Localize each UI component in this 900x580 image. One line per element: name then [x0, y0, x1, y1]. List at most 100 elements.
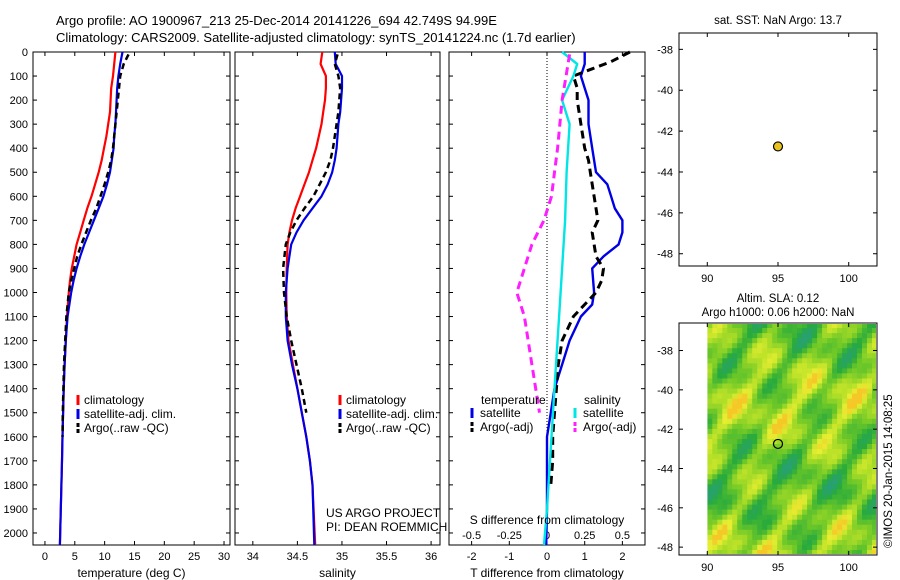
- sla-cell: [782, 398, 788, 405]
- sla-cell: [837, 534, 843, 541]
- sla-field: [707, 324, 876, 554]
- sla-cell: [742, 348, 748, 354]
- sla-cell: [802, 353, 808, 359]
- sla-cell: [727, 423, 733, 430]
- sla-cell: [747, 434, 753, 440]
- sla-cell: [722, 459, 728, 465]
- sla-cell: [792, 544, 798, 551]
- sla-cell: [777, 444, 783, 450]
- sla-cell: [837, 489, 843, 495]
- sla-cell: [832, 428, 838, 435]
- sla-cell: [757, 539, 763, 546]
- sla-cell: [852, 388, 858, 395]
- sla-cell: [782, 413, 788, 420]
- sla-cell: [727, 439, 733, 445]
- sla-cell: [787, 454, 793, 460]
- sla-cell: [797, 489, 803, 495]
- sla-cell: [822, 454, 828, 460]
- sla-cell: [767, 550, 773, 554]
- sla-cell: [787, 324, 793, 329]
- sla-cell: [842, 328, 848, 334]
- sla-cell: [857, 459, 863, 465]
- sla-cell: [817, 358, 823, 364]
- sla-cell: [857, 509, 863, 516]
- sla-cell: [777, 514, 783, 521]
- sla-cell: [817, 368, 823, 374]
- series-line-2: [61, 53, 130, 437]
- sla-cell: [862, 459, 868, 465]
- sla-cell: [797, 439, 803, 445]
- sla-cell: [842, 529, 848, 536]
- sla-cell: [872, 479, 876, 485]
- sla-cell: [737, 358, 743, 364]
- diff-series-line-2: [542, 51, 579, 546]
- sla-cell: [872, 484, 876, 490]
- sla-cell: [862, 343, 868, 349]
- sla-cell: [757, 449, 763, 455]
- sla-cell: [852, 333, 858, 339]
- sla-cell: [782, 484, 788, 490]
- y-tick-label: 300: [10, 119, 28, 131]
- sla-cell: [832, 459, 838, 465]
- sla-cell: [712, 499, 718, 506]
- sla-cell: [837, 449, 843, 455]
- sla-cell: [822, 529, 828, 536]
- sla-cell: [707, 519, 713, 526]
- sla-cell: [722, 484, 728, 490]
- sla-cell: [797, 383, 803, 390]
- sla-cell: [742, 418, 748, 425]
- sla-cell: [857, 363, 863, 369]
- sla-cell: [757, 428, 763, 435]
- sla-cell: [817, 519, 823, 526]
- sla-cell: [787, 348, 793, 354]
- sla-cell: [872, 413, 876, 420]
- sla-cell: [872, 524, 876, 531]
- sla-cell: [777, 413, 783, 420]
- sla-cell: [862, 328, 868, 334]
- sla-cell: [752, 494, 758, 501]
- sla-cell: [722, 403, 728, 410]
- sla-cell: [707, 544, 713, 551]
- sla-cell: [752, 383, 758, 390]
- sla-cell: [782, 499, 788, 506]
- sla-cell: [727, 534, 733, 541]
- sla-cell: [852, 353, 858, 359]
- sla-cell: [737, 393, 743, 400]
- sla-cell: [832, 539, 838, 546]
- sla-cell: [747, 398, 753, 405]
- sla-cell: [792, 454, 798, 460]
- sla-cell: [722, 524, 728, 531]
- legend-entry-2: Argo(..raw -QC): [346, 421, 431, 435]
- sla-cell: [737, 368, 743, 374]
- sla-cell: [742, 383, 748, 390]
- sla-cell: [812, 408, 818, 415]
- sla-cell: [707, 383, 713, 390]
- sla-cell: [727, 529, 733, 536]
- sla-cell: [862, 368, 868, 374]
- sla-cell: [787, 328, 793, 334]
- sla-cell: [807, 403, 813, 410]
- sla-cell: [832, 504, 838, 511]
- sla-cell: [762, 449, 768, 455]
- sla-cell: [737, 544, 743, 551]
- sla-cell: [732, 524, 738, 531]
- sla-cell: [797, 464, 803, 470]
- sla-cell: [852, 550, 858, 554]
- figure-title-line2: Climatology: CARS2009. Satellite-adjuste…: [56, 30, 576, 45]
- sla-cell: [872, 403, 876, 410]
- sla-cell: [782, 423, 788, 430]
- sla-cell: [852, 378, 858, 385]
- sla-cell: [762, 459, 768, 465]
- sla-cell: [852, 398, 858, 405]
- sla-cell: [842, 388, 848, 395]
- sla-cell: [747, 328, 753, 334]
- sla-cell: [812, 444, 818, 450]
- sla-cell: [842, 398, 848, 405]
- sla-cell: [747, 358, 753, 364]
- sla-cell: [842, 484, 848, 490]
- sla-cell: [852, 358, 858, 364]
- sla-cell: [787, 544, 793, 551]
- sla-cell: [857, 504, 863, 511]
- sla-cell: [712, 524, 718, 531]
- sla-cell: [842, 383, 848, 390]
